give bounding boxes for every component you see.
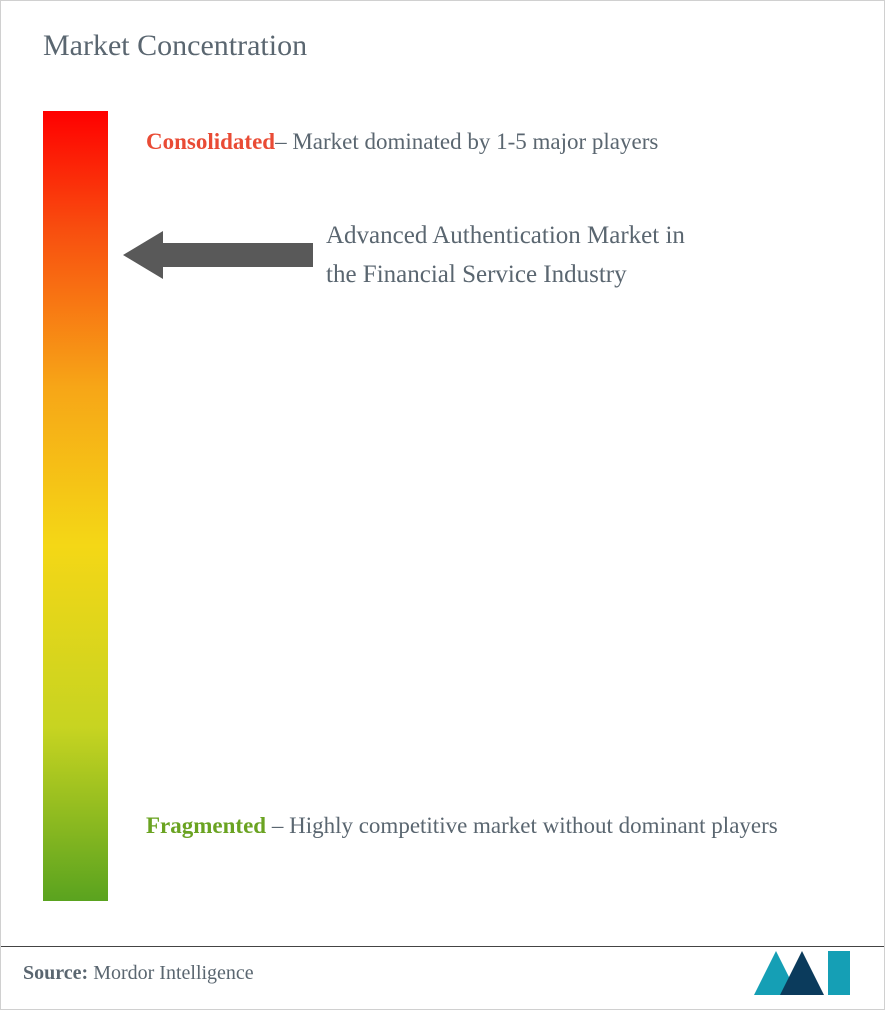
footer-divider <box>1 946 884 947</box>
pointer-arrow <box>123 231 313 284</box>
source-key: Source: <box>23 962 88 984</box>
brand-logo-icon <box>754 951 854 995</box>
card-title: Market Concentration <box>43 29 307 63</box>
market-concentration-card: Market Concentration Consolidated– Marke… <box>0 0 885 1010</box>
fragmented-label: Fragmented – Highly competitive market w… <box>146 803 844 849</box>
fragmented-text: – Highly competitive market without domi… <box>266 813 778 838</box>
consolidated-keyword: Consolidated <box>146 129 275 154</box>
fragmented-keyword: Fragmented <box>146 813 266 838</box>
consolidated-label: Consolidated– Market dominated by 1-5 ma… <box>146 119 844 165</box>
concentration-gradient-bar <box>43 111 108 901</box>
consolidated-text: – Market dominated by 1-5 major players <box>275 129 658 154</box>
source-value: Mordor Intelligence <box>88 962 254 984</box>
market-name-label: Advanced Authentication Market in the Fi… <box>326 217 696 295</box>
source-line: Source: Mordor Intelligence <box>23 962 254 985</box>
